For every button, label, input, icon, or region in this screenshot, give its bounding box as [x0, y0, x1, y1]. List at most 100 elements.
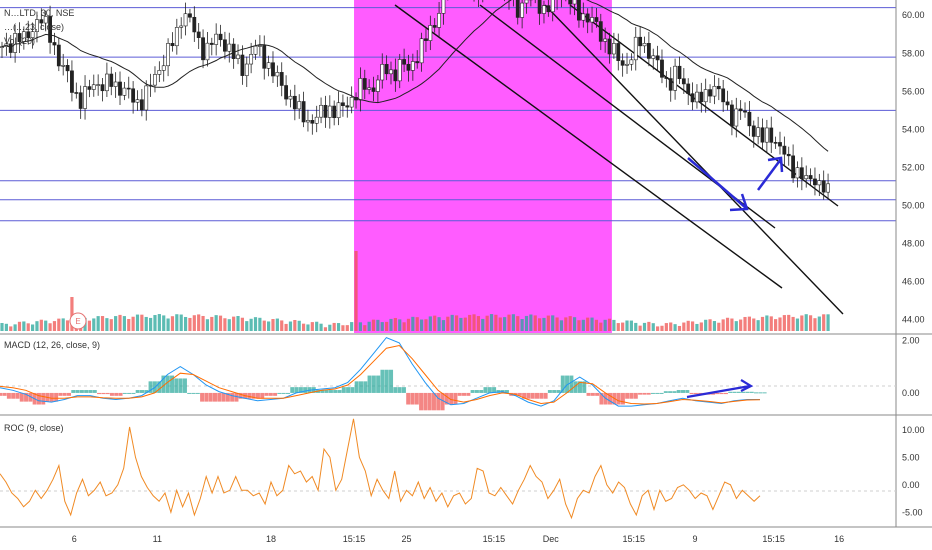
volume-bar [411, 316, 415, 331]
volume-bar [354, 251, 358, 331]
candle-body [594, 17, 599, 22]
macd-hist-bar [131, 392, 136, 394]
macd-hist-bar [496, 390, 501, 393]
macd-hist-bar [711, 392, 716, 395]
candle-body [135, 99, 140, 103]
macd-hist-bar [281, 392, 286, 394]
time-axis[interactable]: 6 11 18 15:15 25 15:15 Dec 15:15 9 15:15 16 [72, 534, 844, 544]
macd-hist-bar [75, 390, 80, 393]
volume-bar [826, 314, 830, 331]
macd-hist-bar [440, 392, 445, 411]
candle-body [681, 78, 686, 85]
candle-body [620, 60, 625, 66]
macd-hist-bar [247, 392, 252, 399]
volume-bar [398, 319, 402, 331]
macd-label[interactable]: MACD (12, 26, close, 9) [4, 340, 100, 350]
candle-body [791, 155, 796, 179]
volume-bar [306, 324, 310, 331]
volume-bar [572, 317, 577, 331]
candle-body [690, 93, 695, 103]
volume-bar [341, 325, 345, 331]
candle-body [170, 43, 175, 47]
volume-bar [310, 322, 314, 331]
time-tick-label: Dec [543, 534, 560, 544]
macd-hist-bar [127, 392, 132, 394]
macd-hist-bar [745, 391, 750, 393]
volume-bar [778, 317, 782, 331]
candle-body [725, 101, 730, 106]
macd-hist-bar [401, 387, 406, 393]
roc-axis[interactable]: 10.00 5.00 0.00 -5.00 [902, 425, 925, 518]
volume-bar [446, 316, 450, 331]
macd-axis[interactable]: 2.00 0.00 [902, 335, 920, 398]
macd-histogram [0, 369, 767, 411]
macd-hist-bar [663, 391, 668, 393]
candle-body [642, 43, 647, 47]
volume-bar [380, 322, 384, 331]
macd-hist-bar [238, 392, 243, 399]
volume-bar [629, 320, 633, 331]
candle-body [139, 99, 144, 111]
macd-hist-bar [741, 391, 746, 393]
candle-body [686, 83, 691, 94]
candle-body [638, 36, 643, 47]
symbol-label[interactable]: N…LTD, 30, NSE [4, 8, 74, 18]
candle-body [218, 33, 223, 41]
volume-bar [808, 315, 813, 331]
channel-line [394, 4, 783, 289]
volume-bar [87, 320, 92, 331]
ma-indicator-label[interactable]: …(…23, close) [4, 22, 64, 32]
volume-bar [568, 316, 572, 331]
macd-hist-bar [208, 392, 213, 402]
candle-body [703, 89, 708, 103]
horizontal-levels [0, 7, 896, 222]
roc-tick-label: -5.00 [902, 507, 923, 517]
price-axis[interactable]: 60.00 58.00 56.00 54.00 52.00 50.00 48.00 46.00… [902, 10, 925, 324]
macd-hist-bar [539, 392, 544, 399]
candle-body [625, 63, 629, 66]
candle-body [410, 61, 415, 71]
candle-body [362, 78, 367, 90]
candle-body [26, 31, 31, 38]
volume-bar [590, 317, 594, 331]
candle-body [240, 54, 245, 76]
volume-bar [39, 319, 43, 331]
volume-bar [205, 319, 210, 331]
volume-bar [459, 317, 463, 331]
candle-body [345, 105, 350, 108]
time-tick-label: 15:15 [483, 534, 506, 544]
candle-body [341, 102, 345, 106]
volume-bar [122, 316, 126, 331]
price-tick-label: 54.00 [902, 124, 925, 134]
volume-bar [13, 324, 17, 331]
volume-indicator-label[interactable]: Vol (20) [4, 36, 35, 46]
volume-bar [65, 320, 70, 331]
roc-label[interactable]: ROC (9, close) [4, 423, 64, 433]
candle-body [393, 69, 398, 82]
candle-body [52, 42, 57, 46]
volume-bar [765, 315, 769, 331]
macd-hist-bar [221, 392, 226, 402]
macd-hist-bar [586, 392, 591, 396]
volume-bar [17, 321, 22, 331]
volume-bar [267, 321, 271, 331]
macd-hist-bar [161, 375, 166, 393]
arrow-up [756, 158, 783, 191]
roc-line [0, 418, 761, 520]
macd-hist-bar [393, 387, 398, 393]
candle-body [764, 127, 769, 143]
volume-bar [70, 297, 74, 331]
volume-bar [686, 320, 690, 331]
event-marker[interactable] [69, 312, 87, 330]
volume-bar [210, 316, 214, 331]
volume-bar [533, 315, 537, 331]
macd-hist-bar [290, 387, 295, 393]
macd-hist-bar [444, 392, 449, 405]
macd-hist-bar [530, 392, 535, 399]
volume-bar [393, 317, 397, 331]
candle-body [743, 110, 747, 113]
volume-bar [494, 314, 498, 331]
candle-body [161, 65, 166, 71]
candle-body [524, 0, 529, 4]
